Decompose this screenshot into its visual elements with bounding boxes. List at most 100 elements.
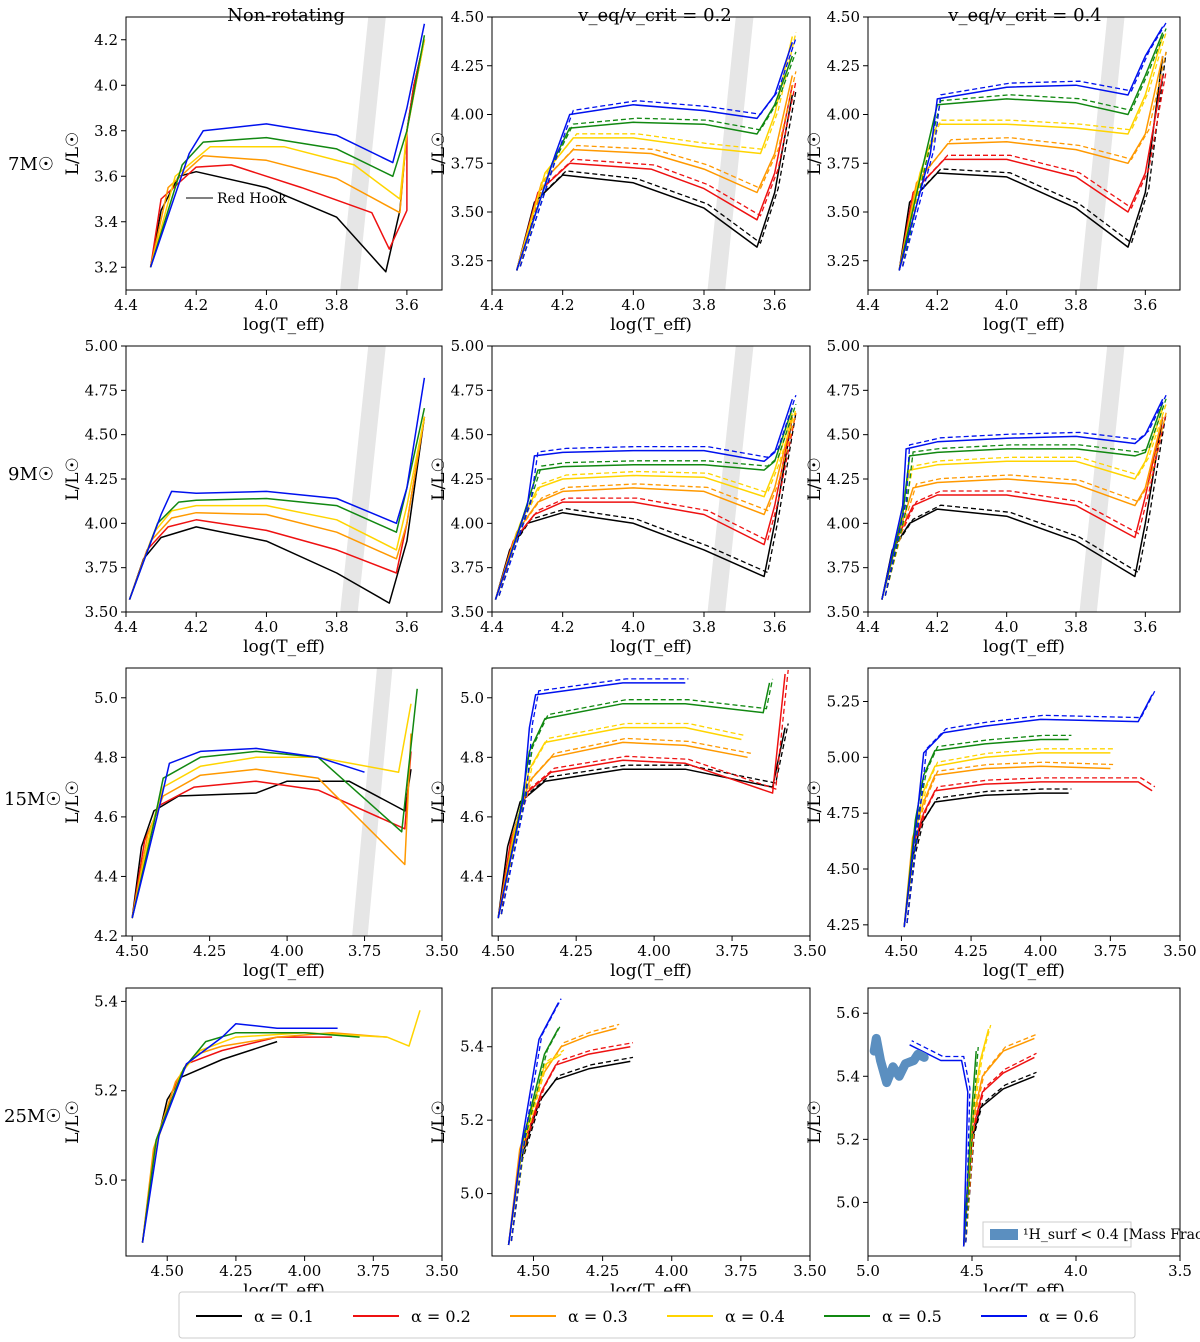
track-alpha-5-dashed (519, 51, 797, 267)
x-tick-label: 3.50 (425, 1262, 458, 1280)
instability-strip-band (340, 17, 386, 290)
y-tick-label: 4.00 (85, 514, 118, 532)
row-label-7msun: 7M☉ (8, 154, 54, 175)
y-tick-label: 4.50 (827, 860, 860, 878)
legend-label-alpha-1: α = 0.1 (254, 1307, 314, 1326)
track-alpha-1-solid (128, 416, 426, 604)
track-alpha-2-dashed (519, 81, 797, 267)
track-alpha-5-dashed (902, 28, 1167, 267)
instability-strip-band (1079, 17, 1125, 290)
y-tick-label: 3.6 (94, 167, 118, 185)
y-tick-label: 3.50 (85, 603, 118, 621)
track-alpha-6-dashed (510, 998, 562, 1242)
x-tick-label: 4.4 (114, 296, 138, 314)
x-tick-label: 4.0 (995, 618, 1019, 636)
y-tick-label: 4.00 (451, 514, 484, 532)
track-alpha-5-solid (128, 407, 426, 600)
x-tick-label: 4.50 (482, 942, 515, 960)
y-tick-label: 4.75 (451, 381, 484, 399)
track-alpha-5-solid (515, 55, 794, 271)
y-tick-label: 4.2 (94, 31, 118, 49)
track-alpha-6-dashed (884, 394, 1167, 596)
x-tick-label: 3.75 (715, 942, 748, 960)
y-tick-label: 4.8 (94, 748, 118, 766)
y-tick-label: 3.8 (94, 122, 118, 140)
track-alpha-6-solid (494, 398, 794, 600)
track-alpha-3-solid (141, 1031, 388, 1243)
track-alpha-4-solid (881, 407, 1164, 600)
x-axis-label: log(T_eff) (610, 961, 692, 981)
track-alpha-1-solid (898, 55, 1164, 271)
y-tick-label: 3.75 (451, 559, 484, 577)
instability-strip-band (707, 17, 754, 290)
y-tick-label: 5.0 (836, 1193, 860, 1211)
panel-frame (125, 667, 443, 937)
track-alpha-6-solid (507, 1002, 560, 1246)
x-tick-label: 4.00 (1024, 942, 1057, 960)
x-tick-label: 4.2 (184, 618, 208, 636)
track-alpha-6-dashed (500, 678, 689, 915)
x-tick-label: 5.0 (856, 1262, 880, 1280)
track-alpha-3-dashed (519, 71, 797, 267)
panel-2-2: 4.50 4.25 4.00 3.75 3.50 4.25 4.50 4.75 5.00 5.25… (805, 667, 1197, 981)
y-tick-label: 4.50 (827, 426, 860, 444)
x-tick-label: 4.2 (925, 296, 949, 314)
track-alpha-2-dashed (498, 412, 797, 596)
track-alpha-1-dashed (510, 1056, 634, 1242)
x-tick-label: 4.0 (255, 618, 279, 636)
track-alpha-4-dashed (965, 1024, 992, 1243)
x-axis-label: log(T_eff) (983, 961, 1065, 981)
y-tick-label: 4.8 (460, 748, 484, 766)
x-axis-label: log(T_eff) (610, 637, 692, 657)
track-alpha-5-dashed (906, 734, 1072, 924)
legend-label-alpha-4: α = 0.4 (725, 1307, 785, 1326)
x-tick-label: 4.25 (193, 942, 226, 960)
track-alpha-4-solid (515, 36, 794, 271)
y-tick-label: 3.50 (827, 603, 860, 621)
y-tick-label: 3.75 (85, 559, 118, 577)
track-alpha-4-solid (141, 1010, 421, 1243)
x-tick-label: 4.4 (856, 618, 880, 636)
x-tick-label: 3.5 (1168, 1262, 1192, 1280)
x-tick-label: 3.50 (1163, 942, 1196, 960)
y-axis-label: L/L☉ (63, 132, 83, 176)
track-alpha-2-dashed (500, 669, 789, 915)
y-tick-label: 5.00 (827, 748, 860, 766)
y-tick-label: 4.6 (94, 808, 118, 826)
track-alpha-4-dashed (902, 32, 1167, 267)
track-alpha-1-solid (131, 769, 412, 919)
panel-0-0: 4.4 4.2 4.0 3.8 3.6 3.2 3.4 3.6 3.8 4.0 4.2 log(T_e… (63, 16, 443, 335)
track-alpha-2-solid (903, 781, 1153, 928)
y-tick-label: 4.25 (85, 470, 118, 488)
y-tick-label: 4.00 (827, 106, 860, 124)
row-label-15msun: 15M☉ (4, 789, 61, 810)
track-alpha-3-dashed (902, 51, 1167, 267)
panel-frame (491, 987, 811, 1257)
y-axis-label: L/L☉ (805, 780, 825, 824)
x-tick-label: 3.8 (325, 296, 349, 314)
track-alpha-3-solid (128, 416, 426, 600)
y-tick-label: 4.50 (451, 426, 484, 444)
panel-1-1: 4.4 4.2 4.0 3.8 3.6 3.50 3.75 4.00 4.25 4.50 4.75 5… (429, 337, 811, 657)
track-alpha-3-solid (494, 416, 794, 600)
legend-label-alpha-5: α = 0.5 (882, 1307, 942, 1326)
y-tick-label: 4.0 (94, 76, 118, 94)
x-tick-label: 4.2 (551, 296, 575, 314)
y-tick-label: 5.4 (94, 992, 118, 1010)
x-tick-label: 4.0 (255, 296, 279, 314)
y-tick-label: 4.75 (827, 381, 860, 399)
x-tick-label: 3.8 (1064, 618, 1088, 636)
panel-frame (867, 16, 1181, 291)
red-hook-annotation: Red Hook (217, 191, 287, 207)
track-alpha-1-dashed (906, 788, 1072, 924)
y-tick-label: 4.75 (827, 804, 860, 822)
track-alpha-6-dashed (906, 690, 1156, 924)
track-alpha-3-dashed (884, 412, 1167, 596)
y-tick-label: 5.6 (836, 1004, 860, 1022)
track-alpha-6-dashed (911, 1040, 971, 1243)
x-tick-label: 3.8 (325, 618, 349, 636)
y-axis-label: L/L☉ (63, 1100, 83, 1144)
x-tick-label: 3.8 (1064, 296, 1088, 314)
track-alpha-6-solid (898, 26, 1164, 271)
x-tick-label: 4.50 (115, 942, 148, 960)
